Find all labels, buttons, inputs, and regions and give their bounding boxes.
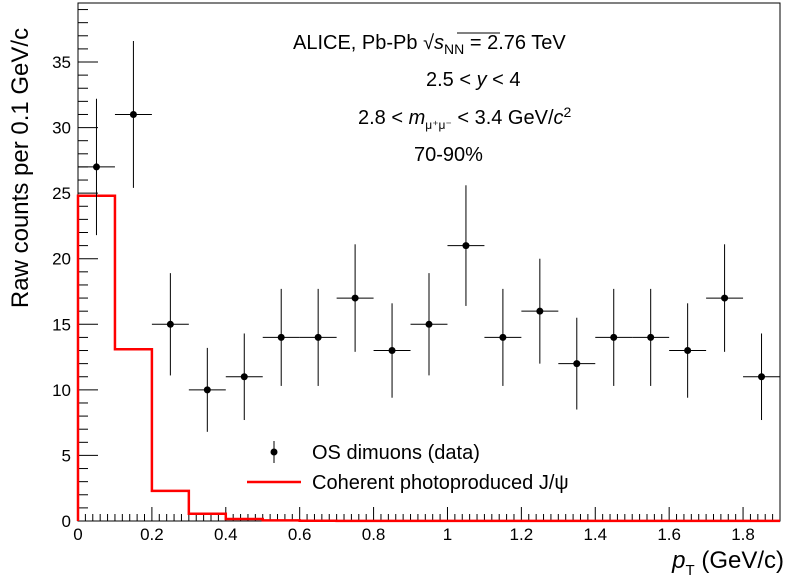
- x-tick-label: 0.4: [214, 525, 238, 544]
- legend-data-marker: [270, 448, 278, 456]
- x-axis-title: pT (GeV/c): [671, 547, 784, 579]
- data-point: [336, 244, 374, 352]
- data-marker: [92, 163, 100, 171]
- x-tick-label: 0.2: [140, 525, 164, 544]
- data-point: [558, 317, 596, 410]
- data-marker: [314, 333, 322, 341]
- data-marker: [240, 373, 248, 381]
- data-marker: [203, 386, 211, 394]
- x-axis-ticks: 0 0.2 0.4 0.6 0.8 1 1.2 1.4 1.6 1.8: [73, 507, 781, 544]
- data-point: [669, 303, 707, 398]
- annotation-collaboration: ALICE, Pb-Pb √sNN = 2.76 TeV: [293, 32, 566, 57]
- legend: OS dimuons (data) Coherent photoproduced…: [247, 441, 569, 494]
- data-point: [78, 98, 115, 236]
- data-marker: [684, 347, 692, 355]
- data-points: [78, 41, 780, 432]
- data-marker: [499, 333, 507, 341]
- data-marker: [536, 307, 544, 315]
- y-tick-label: 0: [62, 512, 71, 531]
- x-tick-label: 0.8: [362, 525, 386, 544]
- legend-data-label: OS dimuons (data): [312, 442, 480, 464]
- data-marker: [573, 360, 581, 368]
- x-tick-label: 1.8: [731, 525, 755, 544]
- y-axis-title: Raw counts per 0.1 GeV/c: [7, 28, 34, 308]
- data-marker: [351, 294, 359, 302]
- x-tick-label: 1.2: [510, 525, 534, 544]
- y-tick-label: 5: [62, 446, 71, 465]
- data-point: [373, 303, 411, 398]
- data-marker: [758, 373, 766, 381]
- y-tick-label: 20: [52, 250, 71, 269]
- y-tick-label: 10: [52, 381, 71, 400]
- x-tick-label: 1.6: [657, 525, 681, 544]
- data-point: [151, 273, 189, 376]
- data-point: [114, 41, 152, 188]
- y-tick-label: 30: [52, 119, 71, 138]
- y-tick-label: 25: [52, 184, 71, 203]
- data-marker: [388, 347, 396, 355]
- data-marker: [277, 333, 285, 341]
- data-point: [299, 288, 337, 386]
- y-tick-label: 35: [52, 53, 71, 72]
- data-point: [262, 288, 300, 386]
- data-marker: [166, 320, 174, 328]
- mc-histogram: [76, 194, 780, 523]
- data-point: [706, 244, 744, 352]
- data-point: [447, 185, 485, 306]
- x-tick-label: 1: [443, 525, 452, 544]
- data-point: [484, 288, 522, 386]
- x-tick-label: 0: [73, 525, 82, 544]
- y-tick-label: 15: [52, 315, 71, 334]
- data-marker: [462, 242, 470, 250]
- data-point: [410, 273, 448, 376]
- data-point: [743, 333, 780, 421]
- data-marker: [647, 333, 655, 341]
- data-marker: [129, 110, 137, 118]
- x-tick-label: 0.6: [288, 525, 312, 544]
- data-marker: [425, 320, 433, 328]
- mc-histogram-line: [76, 194, 780, 523]
- y-axis-ticks: 0 5 10 15 20 25 30 35: [52, 9, 98, 531]
- annotation-centrality: 70-90%: [414, 144, 483, 166]
- data-point: [521, 258, 559, 364]
- data-point: [632, 288, 670, 386]
- data-marker: [610, 333, 618, 341]
- data-point: [595, 288, 633, 386]
- data-point: [225, 333, 263, 421]
- annotation-rapidity: 2.5 < y < 4: [426, 69, 521, 91]
- x-tick-label: 1.4: [583, 525, 607, 544]
- legend-mc-label: Coherent photoproduced J/ψ: [312, 472, 569, 494]
- data-marker: [721, 294, 729, 302]
- annotation-mass: 2.8 < mμ⁺μ⁻ < 3.4 GeV/c2: [358, 104, 572, 132]
- data-point: [188, 347, 226, 432]
